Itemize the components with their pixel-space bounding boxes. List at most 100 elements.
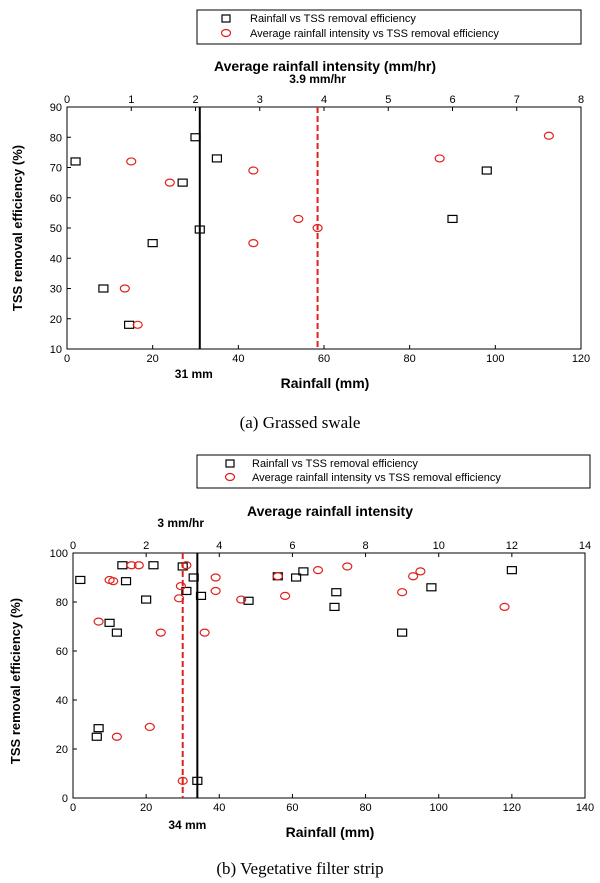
rainfall-point (141, 595, 152, 604)
rainfall-point (195, 591, 207, 600)
intensity-point (177, 776, 188, 785)
intensity-point (181, 561, 192, 570)
intensity-point (126, 561, 137, 570)
x-tick-label: 80 (359, 802, 371, 814)
data-points (75, 561, 517, 785)
intensity-point (133, 561, 144, 570)
intensity-point (210, 586, 221, 596)
x-tick-label: 120 (503, 802, 521, 814)
data-points (70, 131, 554, 329)
rainfall-point (329, 602, 340, 612)
rainfall-point (290, 573, 302, 582)
top-tick-label: 8 (578, 94, 584, 106)
rainfall-point (194, 225, 205, 234)
rainfall-point (506, 566, 517, 575)
top-tick-label: 1 (128, 94, 134, 106)
y-axis-title: TSS removal efficiency (%) (8, 598, 23, 764)
intensity-point (108, 577, 119, 586)
intensity-point (173, 594, 185, 603)
intensity-point (93, 617, 104, 626)
rainfall-point (75, 575, 86, 585)
y-tick-label: 20 (56, 744, 68, 756)
x-tick-label: 40 (232, 353, 244, 365)
legend-label-rainfall: Rainfall vs TSS removal efficiency (252, 458, 418, 470)
x-tick-label: 0 (70, 802, 76, 814)
rainfall-point (120, 577, 132, 586)
rainfall-point (104, 618, 115, 627)
intensity-point (397, 588, 408, 597)
intensity-point (342, 562, 353, 571)
intensity-point (175, 581, 186, 591)
intensity-point (210, 573, 221, 582)
bottom-axis-title: Rainfall (mm) (281, 375, 370, 391)
legend-label-intensity: Average rainfall intensity vs TSS remova… (252, 472, 501, 484)
rainfall-point (98, 284, 109, 293)
x-tick-label: 140 (576, 802, 594, 814)
rainfall-point (190, 133, 201, 142)
legend-marker-ellipse (220, 28, 232, 38)
top-tick-label: 2 (143, 540, 149, 552)
legend-label-rainfall: Rainfall vs TSS removal efficiency (250, 13, 416, 25)
x-tick-label: 100 (486, 353, 504, 365)
top-axis-title: Average rainfall intensity (247, 503, 413, 519)
top-tick-label: 5 (385, 94, 391, 106)
rainfall-point (177, 178, 188, 187)
intensity-point (132, 320, 143, 329)
top-tick-label: 4 (216, 540, 222, 552)
rainfall-point (243, 596, 254, 605)
caption: (a) Grassed swale (240, 413, 361, 432)
intensity-point (119, 284, 130, 293)
rainfall-point (124, 320, 135, 329)
intensity-point (155, 628, 166, 637)
plot-area (72, 552, 586, 799)
x-tick-label: 40 (213, 802, 225, 814)
top-axis-title: Average rainfall intensity (mm/hr) (214, 58, 436, 74)
rainfall-point (188, 573, 199, 582)
rainfall-point (298, 567, 309, 576)
intensity-threshold-label: 3.9 mm/hr (289, 72, 346, 86)
top-tick-label: 14 (579, 540, 591, 552)
x-tick-label: 60 (318, 353, 330, 365)
legend-box: Rainfall vs TSS removal efficiency Avera… (196, 9, 582, 45)
top-tick-label: 6 (449, 94, 455, 106)
x-tick-label: 100 (430, 802, 448, 814)
y-tick-label: 100 (50, 548, 68, 560)
reference-lines: 31 mm 3.9 mm/hr (175, 72, 346, 381)
rainfall-point (447, 214, 458, 224)
intensity-point (272, 572, 283, 581)
legend-frame (196, 454, 591, 489)
rainfall-point (70, 157, 81, 166)
intensity-point (248, 166, 259, 175)
rainfall-point (111, 628, 122, 637)
intensity-threshold-label: 3 mm/hr (157, 516, 204, 530)
top-tick-label: 12 (506, 540, 518, 552)
intensity-point (434, 154, 445, 163)
x-tick-label: 80 (404, 353, 416, 365)
top-tick-label: 0 (64, 94, 70, 106)
top-tick-label: 6 (289, 540, 295, 552)
legend-label-intensity: Average rainfall intensity vs TSS remova… (250, 28, 499, 40)
rainfall-point (117, 561, 128, 570)
axis-ticks: 0 20 40 60 80 100 120 0 1 2 3 4 5 6 7 8 10 20 30 40 50 60 70 80… (50, 94, 590, 365)
intensity-point (499, 602, 510, 612)
rainfall-point (93, 724, 104, 733)
panel-grassed-swale: Rainfall vs TSS removal efficiency Avera… (10, 9, 590, 432)
intensity-point (111, 732, 122, 741)
legend-frame (196, 9, 582, 45)
y-tick-label: 0 (62, 793, 68, 805)
intensity-point (164, 178, 175, 187)
legend-box: Rainfall vs TSS removal efficiency Avera… (196, 454, 591, 489)
intensity-point (312, 566, 324, 575)
top-tick-label: 7 (514, 94, 520, 106)
reference-lines: 34 mm 3 mm/hr (157, 516, 206, 832)
y-tick-label: 70 (50, 163, 62, 175)
rainfall-point (481, 166, 492, 175)
x-tick-label: 20 (147, 353, 159, 365)
top-tick-label: 3 (257, 94, 263, 106)
y-tick-label: 80 (56, 597, 68, 609)
intensity-point (543, 131, 554, 140)
y-tick-label: 40 (56, 695, 68, 707)
rainfall-point (91, 732, 102, 741)
